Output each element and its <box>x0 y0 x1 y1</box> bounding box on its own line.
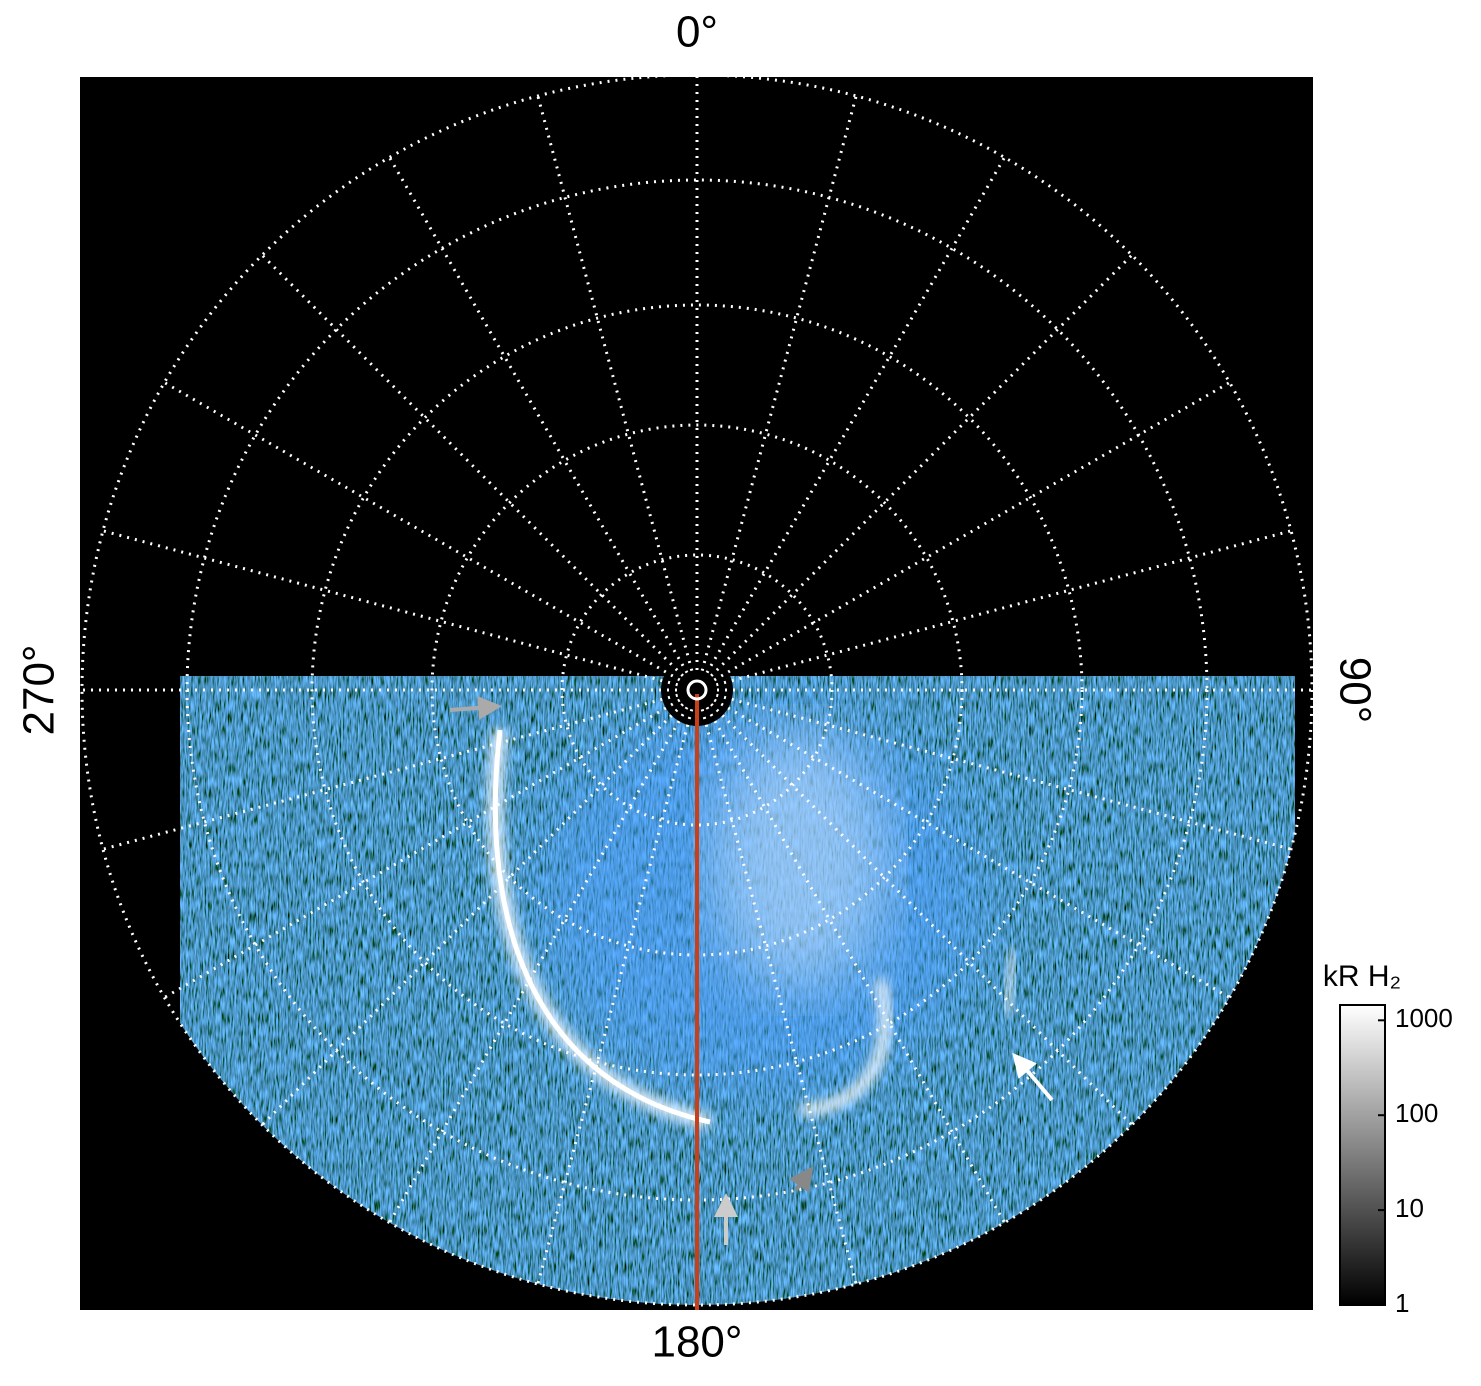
meridian <box>705 156 1006 674</box>
latitude-circle <box>80 73 1314 1307</box>
colorbar-tick-label: 10 <box>1395 1193 1424 1223</box>
meridian <box>261 703 684 1126</box>
meridian <box>713 381 1231 682</box>
colorbar-tick-label: 1000 <box>1395 1003 1453 1033</box>
meridian <box>710 703 1133 1126</box>
pole-marker <box>686 679 708 701</box>
arrows <box>449 695 1054 1245</box>
meridian <box>700 708 858 1285</box>
meridian <box>715 693 1292 851</box>
angle-label: 270° <box>15 644 64 735</box>
meridian <box>710 254 1133 677</box>
meridian <box>163 698 681 999</box>
meridian <box>388 706 689 1224</box>
colorbar-label: kR H₂ <box>1323 960 1401 993</box>
meridian <box>700 95 858 672</box>
latitude-circle <box>560 553 834 827</box>
meridian <box>163 381 681 682</box>
meridian <box>536 95 694 672</box>
meridian <box>261 254 684 677</box>
meridian <box>705 706 1006 1224</box>
angle-label: 90° <box>1330 657 1379 724</box>
meridian <box>536 708 694 1285</box>
meridian <box>715 529 1292 687</box>
meridian <box>102 529 679 687</box>
latitude-circle <box>310 303 1084 1077</box>
meridian <box>102 693 679 851</box>
colorbar-tick-label: 100 <box>1395 1098 1438 1128</box>
meridian <box>388 156 689 674</box>
angle-label: 0° <box>676 8 718 57</box>
angle-label: 180° <box>651 1318 742 1367</box>
colorbar <box>1339 1004 1386 1306</box>
meridian <box>713 698 1231 999</box>
colorbar-tick-label: 1 <box>1395 1288 1409 1318</box>
